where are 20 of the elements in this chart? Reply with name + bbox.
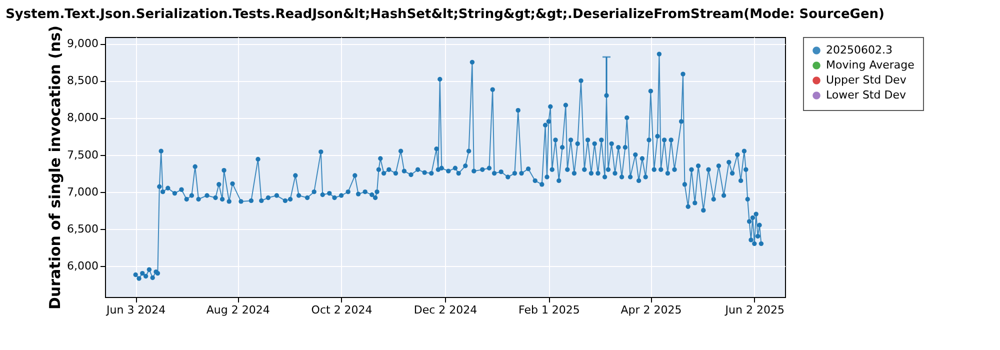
x-tick-label: Oct 2 2024 bbox=[311, 304, 372, 316]
y-axis-title: Duration of single invocation (ns) bbox=[46, 26, 64, 310]
x-tick-label: Apr 2 2025 bbox=[620, 304, 682, 316]
chart-title: System.Text.Json.Serialization.Tests.ReadJson&lt;HashSet&lt;String&gt;&gt;.DeserializeFromStream(Mode: SourceGen) bbox=[6, 7, 884, 22]
y-tick-label: 6,000 bbox=[67, 259, 98, 272]
legend-label: Lower Std Dev bbox=[826, 88, 906, 102]
x-tick-label: Jun 2 2025 bbox=[724, 304, 784, 316]
legend-label: Upper Std Dev bbox=[826, 74, 907, 86]
x-tick-label: Jun 3 2024 bbox=[106, 304, 166, 316]
y-tick-label: 6,500 bbox=[67, 222, 98, 236]
legend-label: 20250602.3 bbox=[826, 44, 892, 56]
y-tick-label: 8,500 bbox=[67, 74, 98, 88]
x-tick-label: Feb 1 2025 bbox=[518, 304, 580, 316]
y-tick-label: 7,000 bbox=[67, 185, 98, 198]
y-tick-label: 8,000 bbox=[67, 111, 98, 124]
x-tick-label: Dec 2 2024 bbox=[414, 304, 478, 316]
y-tick-label: 9,000 bbox=[67, 37, 98, 50]
x-tick-label: Aug 2 2024 bbox=[206, 304, 270, 316]
legend-label: Moving Average bbox=[826, 58, 915, 72]
y-tick-label: 7,500 bbox=[67, 148, 98, 162]
